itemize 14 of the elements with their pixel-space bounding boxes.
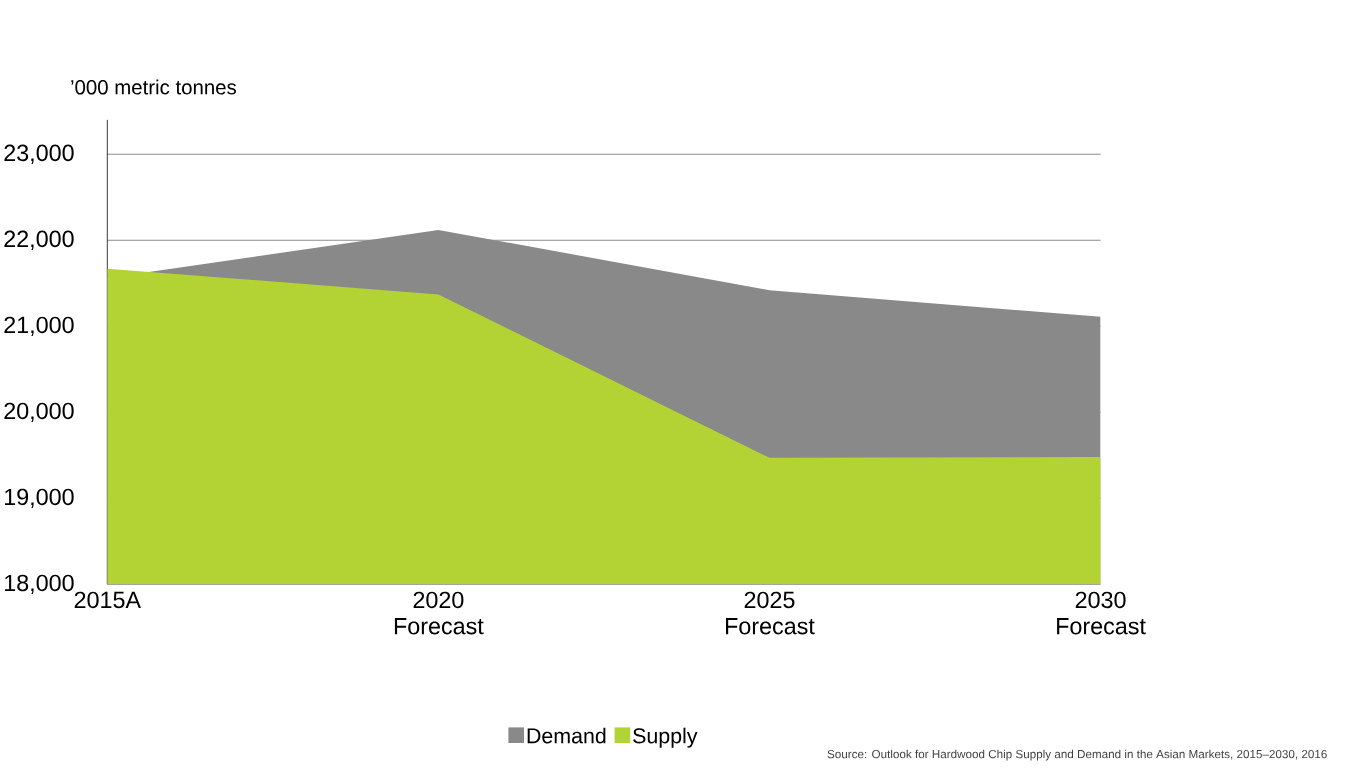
y-axis-title: ’000 metric tonnes	[71, 79, 237, 95]
x-tick-label: 2020 Forecast	[394, 591, 484, 635]
y-tick-label: 20,000	[4, 402, 74, 423]
x-tick-label: 2015A	[74, 591, 141, 609]
x-tick-label: 2025 Forecast	[726, 591, 815, 635]
y-tick-label: 19,000	[5, 488, 74, 509]
y-tick-label: 22,000	[4, 230, 74, 250]
legend-label: Demand	[527, 727, 606, 744]
y-tick-label: 23,000	[4, 144, 74, 164]
legend-label: Supply	[633, 727, 698, 748]
x-tick-label: 2030 Forecast	[1057, 591, 1146, 635]
source-note: Source: Outlook for Hardwood Chip Supply and Demand in the Asian Markets, 2015–2030, 2016	[827, 749, 1327, 761]
y-tick-label: 21,000	[4, 316, 74, 337]
y-tick-label: 18,000	[5, 574, 74, 595]
